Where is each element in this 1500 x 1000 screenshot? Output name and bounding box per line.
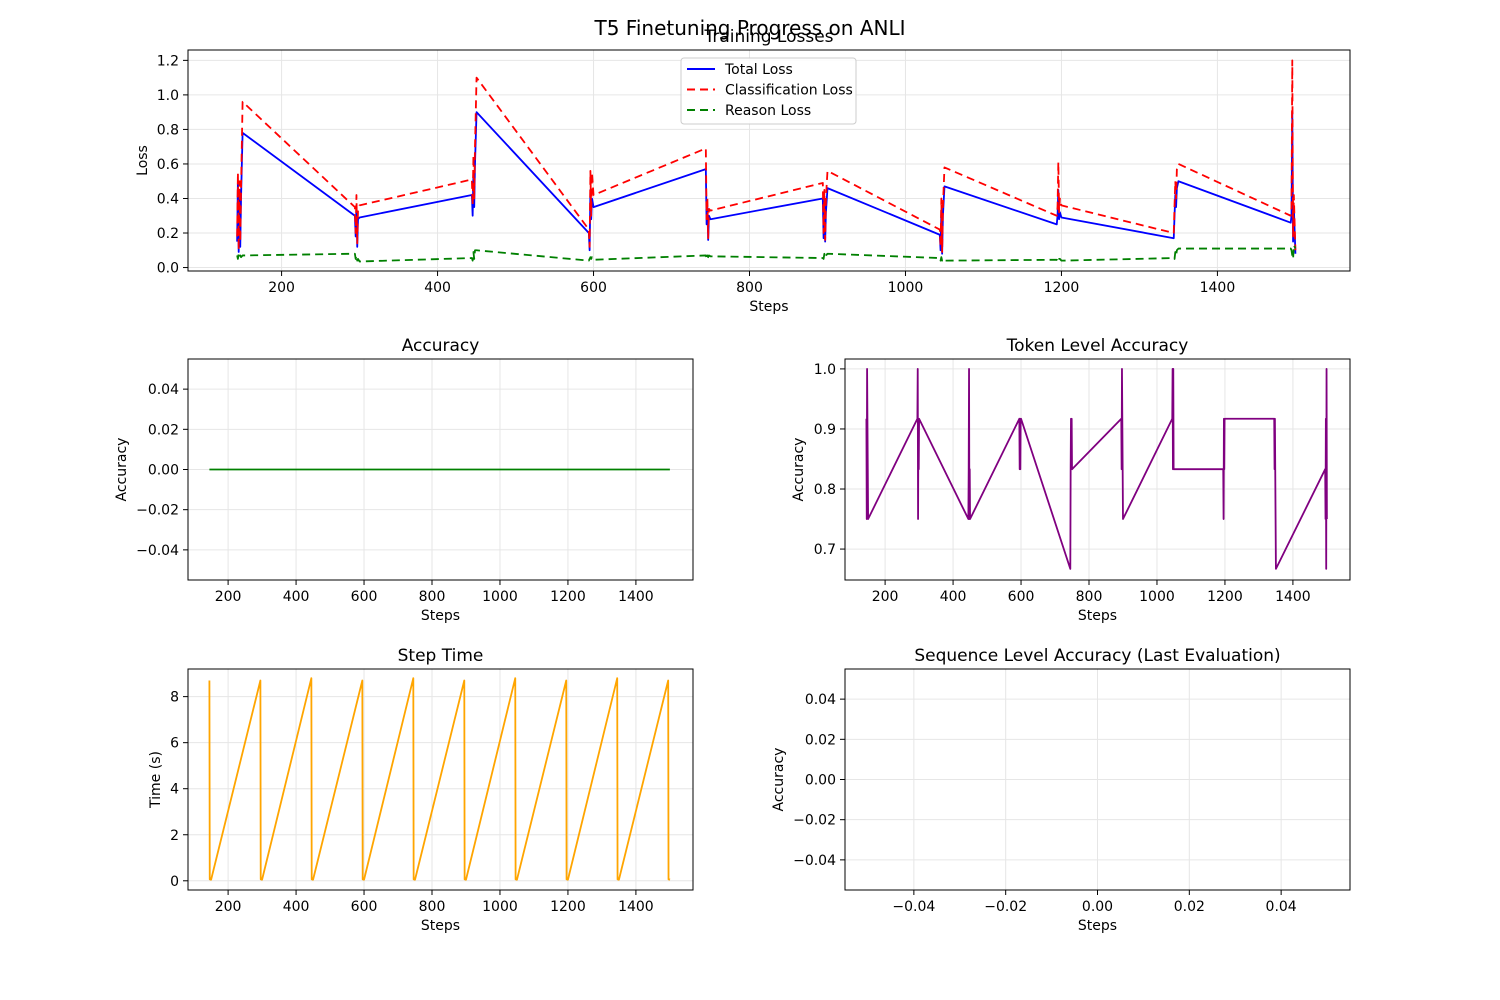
x-tick-label: 400 bbox=[283, 899, 310, 915]
y-axis-label: Time (s) bbox=[148, 751, 164, 809]
legend-entry: Reason Loss bbox=[725, 103, 811, 119]
x-tick-label: 0.04 bbox=[1266, 899, 1297, 915]
y-axis-label: Loss bbox=[135, 145, 151, 176]
x-tick-label: 1000 bbox=[482, 899, 518, 915]
y-tick-label: 2 bbox=[170, 828, 179, 844]
y-axis-label: Accuracy bbox=[771, 748, 787, 812]
x-tick-label: 800 bbox=[419, 899, 446, 915]
y-tick-label: 1.2 bbox=[157, 53, 179, 69]
x-tick-label: 1000 bbox=[482, 589, 518, 605]
x-axis-label: Steps bbox=[1078, 608, 1117, 624]
x-tick-label: 1400 bbox=[618, 589, 654, 605]
series-line-token_acc-0 bbox=[865, 368, 1328, 570]
y-tick-label: −0.02 bbox=[793, 813, 836, 829]
y-tick-label: 0.00 bbox=[805, 773, 836, 789]
y-tick-label: 0.0 bbox=[157, 261, 179, 277]
chart-title: Step Time bbox=[398, 646, 484, 666]
x-tick-label: 400 bbox=[424, 280, 451, 296]
chart-title: Token Level Accuracy bbox=[1006, 336, 1189, 356]
axes-frame bbox=[187, 668, 694, 891]
y-tick-label: 0.02 bbox=[805, 732, 836, 748]
figure-suptitle: T5 Finetuning Progress on ANLI bbox=[593, 16, 905, 40]
x-tick-label: 0.00 bbox=[1082, 899, 1113, 915]
x-tick-label: 400 bbox=[940, 589, 967, 605]
y-tick-label: 0.2 bbox=[157, 226, 179, 242]
y-tick-label: 0.02 bbox=[148, 422, 179, 438]
y-tick-label: 0.00 bbox=[148, 463, 179, 479]
y-tick-label: 0 bbox=[170, 874, 179, 890]
y-tick-label: 0.6 bbox=[157, 157, 179, 173]
x-tick-label: 1000 bbox=[1139, 589, 1175, 605]
x-tick-label: 800 bbox=[736, 280, 763, 296]
x-tick-label: 1200 bbox=[550, 589, 586, 605]
chart-token_acc: 200 400 600 800 1000 1200 1400 0.7 0.8 0.9 1.0 Toke… bbox=[791, 336, 1351, 624]
legend-entry: Total Loss bbox=[724, 62, 793, 78]
x-tick-label: 1400 bbox=[1200, 280, 1236, 296]
x-tick-label: −0.02 bbox=[984, 899, 1027, 915]
chart-step_time: 200 400 600 800 1000 1200 1400 0 2 4 6 8 Step Time St… bbox=[148, 646, 694, 934]
x-tick-label: 1400 bbox=[1275, 589, 1311, 605]
x-tick-label: 1000 bbox=[888, 280, 924, 296]
x-axis-label: Steps bbox=[1078, 918, 1117, 934]
x-tick-label: 200 bbox=[215, 589, 242, 605]
y-tick-label: 0.04 bbox=[148, 382, 179, 398]
y-tick-label: 1.0 bbox=[157, 88, 179, 104]
axes-frame bbox=[844, 358, 1351, 581]
series-line-step_time-0 bbox=[208, 677, 671, 881]
x-tick-label: 400 bbox=[283, 589, 310, 605]
chart-title: Accuracy bbox=[402, 336, 480, 356]
legend-entry: Classification Loss bbox=[725, 83, 853, 99]
x-tick-label: 800 bbox=[1076, 589, 1103, 605]
x-tick-label: 1400 bbox=[618, 899, 654, 915]
y-tick-label: −0.02 bbox=[136, 503, 179, 519]
x-axis-label: Steps bbox=[421, 918, 460, 934]
y-tick-label: 0.8 bbox=[157, 122, 179, 138]
x-tick-label: 1200 bbox=[1044, 280, 1080, 296]
series-line-reason-loss bbox=[236, 244, 1297, 263]
y-tick-label: 8 bbox=[170, 690, 179, 706]
x-tick-label: 200 bbox=[215, 899, 242, 915]
y-tick-label: 0.04 bbox=[805, 692, 836, 708]
chart-accuracy: 200 400 600 800 1000 1200 1400 −0.04 −0.02 0.00 0.… bbox=[114, 336, 694, 624]
y-axis-label: Accuracy bbox=[114, 438, 130, 502]
chart-seq_acc: −0.04 −0.02 0.00 0.02 0.04 −0.04 −0.02 0.00 0.02… bbox=[771, 646, 1351, 934]
x-tick-label: −0.04 bbox=[892, 899, 935, 915]
y-tick-label: 0.7 bbox=[814, 542, 836, 558]
y-tick-label: 4 bbox=[170, 782, 179, 798]
axes-frame bbox=[187, 49, 1351, 272]
series-line-classification-loss bbox=[236, 59, 1297, 253]
x-tick-label: 800 bbox=[419, 589, 446, 605]
chart-losses: 200 400 600 800 1000 1200 1400 0.0 0.2 0.4 0.6 0.8 1… bbox=[135, 27, 1351, 315]
x-tick-label: 600 bbox=[580, 280, 607, 296]
y-tick-label: −0.04 bbox=[136, 543, 179, 559]
x-tick-label: 1200 bbox=[550, 899, 586, 915]
x-tick-label: 200 bbox=[872, 589, 899, 605]
x-tick-label: 600 bbox=[351, 899, 378, 915]
y-tick-label: 0.8 bbox=[814, 482, 836, 498]
y-tick-label: 6 bbox=[170, 736, 179, 752]
y-tick-label: 1.0 bbox=[814, 362, 836, 378]
x-tick-label: 1200 bbox=[1207, 589, 1243, 605]
y-axis-label: Accuracy bbox=[791, 438, 807, 502]
y-tick-label: −0.04 bbox=[793, 853, 836, 869]
x-tick-label: 200 bbox=[268, 280, 295, 296]
x-axis-label: Steps bbox=[749, 299, 788, 315]
chart-title: Training Losses bbox=[703, 27, 833, 47]
legend bbox=[680, 57, 857, 125]
x-axis-label: Steps bbox=[421, 608, 460, 624]
y-tick-label: 0.4 bbox=[157, 191, 179, 207]
x-tick-label: 600 bbox=[351, 589, 378, 605]
y-tick-label: 0.9 bbox=[814, 422, 836, 438]
chart-title: Sequence Level Accuracy (Last Evaluation… bbox=[914, 646, 1280, 666]
x-tick-label: 600 bbox=[1008, 589, 1035, 605]
x-tick-label: 0.02 bbox=[1174, 899, 1205, 915]
